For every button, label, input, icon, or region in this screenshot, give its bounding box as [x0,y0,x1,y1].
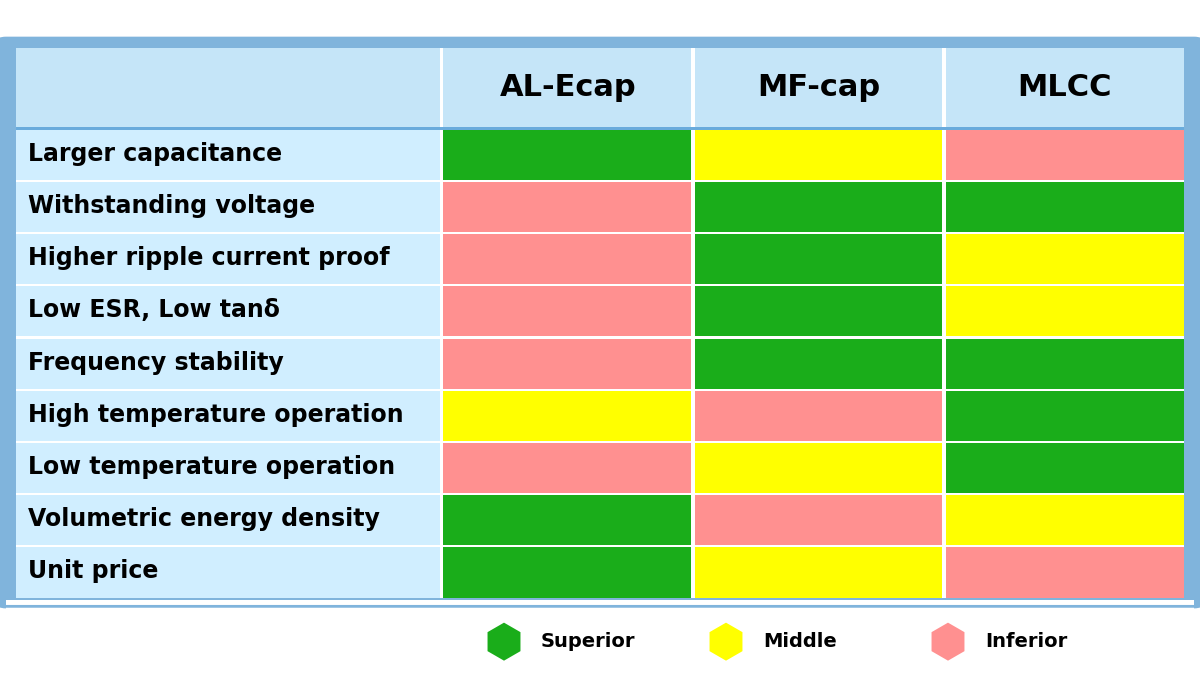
FancyBboxPatch shape [0,37,1200,608]
Bar [443,337,694,388]
Bar [944,232,1184,285]
Polygon shape [931,623,965,661]
Bar [944,545,1184,598]
Bar [16,128,443,180]
Bar [944,48,1184,128]
Bar [16,388,443,441]
Bar [694,180,944,232]
Bar [694,545,944,598]
Text: Unit price: Unit price [28,559,158,583]
Bar [944,337,1184,388]
Bar [443,128,694,180]
Bar [16,128,1184,130]
Bar [944,388,1184,441]
Bar [16,337,1184,339]
Bar [944,285,1184,337]
Text: Volumetric energy density: Volumetric energy density [28,507,379,531]
Text: Inferior: Inferior [985,632,1067,651]
Bar [443,48,694,128]
Text: Low temperature operation: Low temperature operation [28,455,395,479]
Bar [16,545,443,598]
Bar [694,48,944,128]
Bar [443,285,694,337]
Bar [694,337,944,388]
Bar [16,441,443,493]
Bar [694,232,944,285]
Text: AL-Ecap: AL-Ecap [499,73,636,102]
Bar [16,285,1184,287]
Bar [443,545,694,598]
Bar [16,285,443,337]
Bar [443,388,694,441]
Bar [942,48,946,598]
Polygon shape [709,623,743,661]
Text: Higher ripple current proof: Higher ripple current proof [28,246,389,270]
Bar [16,180,1184,182]
Bar [694,285,944,337]
Bar [16,388,1184,390]
Bar [694,128,944,180]
Bar [694,388,944,441]
Bar [443,441,694,493]
Bar [694,441,944,493]
Bar [694,493,944,545]
Bar [16,545,1184,547]
Bar [944,128,1184,180]
Bar [16,441,1184,443]
Text: MLCC: MLCC [1018,73,1112,102]
Text: Larger capacitance: Larger capacitance [28,142,282,166]
Polygon shape [487,623,521,661]
Bar [443,180,694,232]
Bar [443,232,694,285]
Bar [691,48,695,598]
Bar [16,232,443,285]
Bar [440,48,444,598]
Bar [944,441,1184,493]
Bar [16,232,1184,234]
Text: High temperature operation: High temperature operation [28,403,403,427]
Bar [944,493,1184,545]
Text: Frequency stability: Frequency stability [28,350,283,375]
Bar [16,180,443,232]
Bar [16,337,443,388]
Text: Middle: Middle [763,632,836,651]
Bar [944,180,1184,232]
Bar [6,600,1194,679]
Text: Low ESR, Low tanδ: Low ESR, Low tanδ [28,298,280,323]
Text: MF-cap: MF-cap [757,73,881,102]
Bar [16,493,443,545]
Bar [16,493,1184,495]
Text: Withstanding voltage: Withstanding voltage [28,194,314,218]
Bar [16,127,1184,130]
Bar [443,493,694,545]
Text: Superior: Superior [541,632,636,651]
Bar [16,48,443,128]
